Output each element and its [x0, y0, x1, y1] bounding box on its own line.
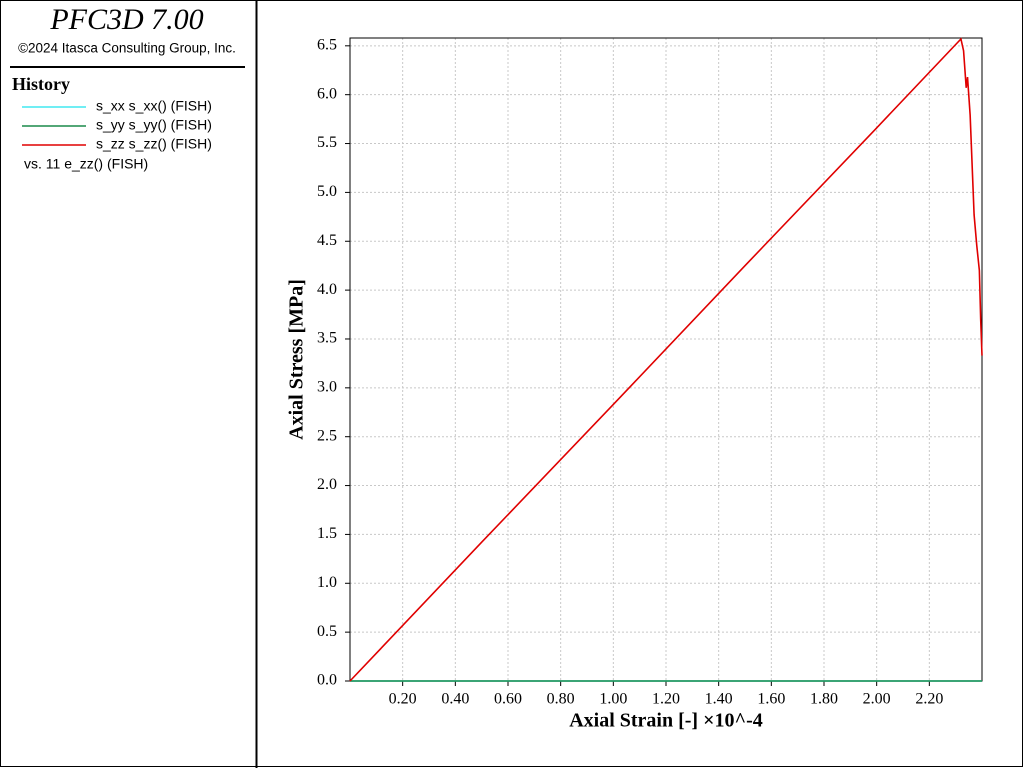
y-tick-label: 5.5 — [317, 134, 337, 151]
legend-label: s_xx s_xx() (FISH) — [96, 98, 212, 114]
x-tick-label: 1.20 — [652, 691, 680, 708]
x-tick-label: 1.80 — [810, 691, 838, 708]
y-tick-label: 1.0 — [317, 574, 337, 591]
y-tick-label: 1.5 — [317, 525, 337, 542]
x-tick-label: 1.00 — [599, 691, 627, 708]
x-tick-label: 1.60 — [757, 691, 785, 708]
x-tick-label: 0.80 — [547, 691, 575, 708]
y-tick-label: 6.0 — [317, 85, 337, 102]
legend-label: s_zz s_zz() (FISH) — [96, 136, 212, 152]
y-axis-title: Axial Stress [MPa] — [286, 279, 308, 440]
x-tick-label: 0.20 — [389, 691, 417, 708]
x-tick-label: 2.00 — [863, 691, 891, 708]
y-tick-label: 3.5 — [317, 330, 337, 347]
x-axis-title: Axial Strain [-] ×10^-4 — [569, 710, 763, 732]
y-tick-label: 0.0 — [317, 672, 337, 689]
x-tick-label: 0.60 — [494, 691, 522, 708]
y-tick-label: 3.0 — [317, 379, 337, 396]
y-tick-label: 0.5 — [317, 623, 337, 640]
y-tick-label: 4.0 — [317, 281, 337, 298]
y-tick-label: 2.5 — [317, 427, 337, 444]
copyright: ©2024 Itasca Consulting Group, Inc. — [18, 41, 236, 56]
x-tick-label: 0.40 — [441, 691, 469, 708]
y-tick-label: 6.5 — [317, 36, 337, 53]
x-tick-label: 2.20 — [915, 691, 943, 708]
app-title: PFC3D 7.00 — [49, 3, 203, 36]
y-tick-label: 4.5 — [317, 232, 337, 249]
legend-label: s_yy s_yy() (FISH) — [96, 117, 212, 133]
versus-label: vs. 11 e_zz() (FISH) — [24, 156, 148, 172]
series-line — [349, 37, 983, 682]
y-tick-label: 5.0 — [317, 183, 337, 200]
y-tick-label: 2.0 — [317, 476, 337, 493]
history-heading: History — [12, 74, 70, 94]
x-tick-label: 1.40 — [705, 691, 733, 708]
